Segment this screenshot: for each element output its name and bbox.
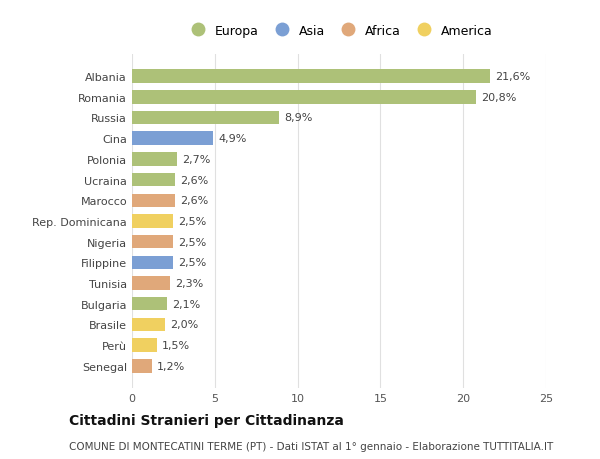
Bar	[132, 235, 173, 249]
Bar	[132, 339, 157, 352]
Bar	[132, 132, 213, 146]
Bar	[132, 112, 280, 125]
Text: 4,9%: 4,9%	[218, 134, 247, 144]
Text: 2,0%: 2,0%	[170, 320, 199, 330]
Text: 2,5%: 2,5%	[178, 237, 206, 247]
Text: 2,5%: 2,5%	[178, 258, 206, 268]
Bar	[132, 91, 476, 104]
Text: 20,8%: 20,8%	[481, 93, 517, 102]
Text: 2,6%: 2,6%	[180, 175, 208, 185]
Bar	[132, 256, 173, 269]
Text: 2,1%: 2,1%	[172, 299, 200, 309]
Text: 2,6%: 2,6%	[180, 196, 208, 206]
Text: 8,9%: 8,9%	[284, 113, 313, 123]
Text: Cittadini Stranieri per Cittadinanza: Cittadini Stranieri per Cittadinanza	[69, 414, 344, 428]
Text: 21,6%: 21,6%	[494, 72, 530, 82]
Text: 2,3%: 2,3%	[175, 279, 203, 288]
Bar	[132, 277, 170, 290]
Bar	[132, 359, 152, 373]
Bar	[132, 318, 165, 331]
Text: COMUNE DI MONTECATINI TERME (PT) - Dati ISTAT al 1° gennaio - Elaborazione TUTTI: COMUNE DI MONTECATINI TERME (PT) - Dati …	[69, 441, 553, 451]
Bar	[132, 215, 173, 228]
Bar	[132, 297, 167, 311]
Bar	[132, 194, 175, 207]
Bar	[132, 153, 177, 166]
Bar	[132, 70, 490, 84]
Text: 1,5%: 1,5%	[162, 341, 190, 350]
Text: 1,2%: 1,2%	[157, 361, 185, 371]
Bar	[132, 174, 175, 187]
Text: 2,5%: 2,5%	[178, 217, 206, 226]
Text: 2,7%: 2,7%	[182, 155, 210, 164]
Legend: Europa, Asia, Africa, America: Europa, Asia, Africa, America	[185, 25, 493, 38]
